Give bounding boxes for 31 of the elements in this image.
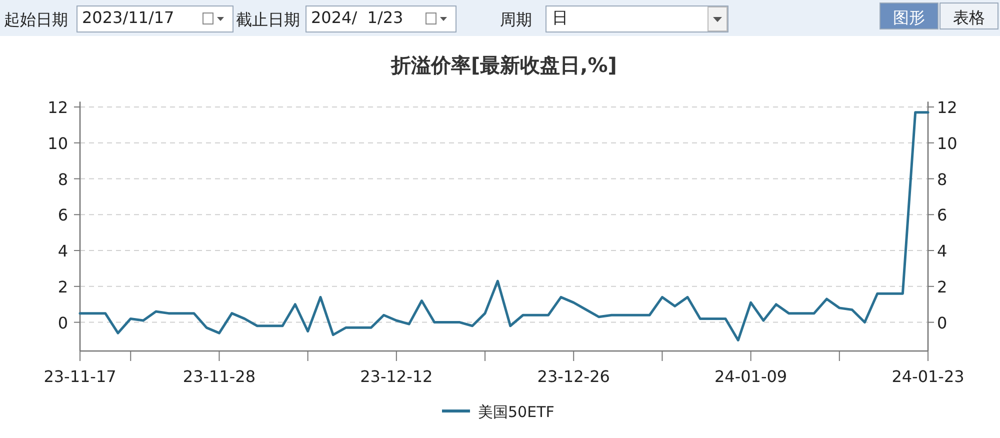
y2-tick-label: 0 [937,313,948,332]
y2-tick-label: 4 [937,242,948,261]
y-tick-label: 10 [48,134,68,153]
x-tick-label: 23-11-17 [44,367,116,386]
y-tick-label: 4 [58,242,68,261]
text: 起始日期 [4,10,68,29]
text: 表格 [953,8,985,27]
y-tick-label: 6 [58,206,68,225]
y2-tick-label: 2 [937,277,948,296]
y2-tick-label: 6 [937,206,948,225]
text: 2023/11/17 [82,8,174,27]
x-tick-label: 23-12-26 [537,367,610,386]
y2-tick-label: 8 [937,170,948,189]
text: 日 [552,8,568,27]
chart-title: 折溢价率[最新收盘日,%] [390,53,617,77]
x-tick-label: 24-01-23 [892,367,964,386]
y-tick-label: 8 [58,170,68,189]
y-tick-label: 0 [58,313,68,332]
text: 2024/ 1/23 [311,8,404,27]
y-tick-label: 12 [48,98,68,117]
y-tick-label: 2 [58,277,68,296]
legend-label: 美国50ETF [478,403,554,421]
line-series [78,111,930,342]
y2-tick-label: 12 [937,98,958,117]
text: 截止日期 [236,10,300,29]
x-tick-label: 23-12-12 [360,367,433,386]
text: 周期 [500,10,532,29]
text: 图形 [893,8,925,27]
x-tick-label: 23-11-28 [182,367,256,386]
x-tick-label: 24-01-09 [714,367,788,386]
y2-tick-label: 10 [937,134,958,153]
